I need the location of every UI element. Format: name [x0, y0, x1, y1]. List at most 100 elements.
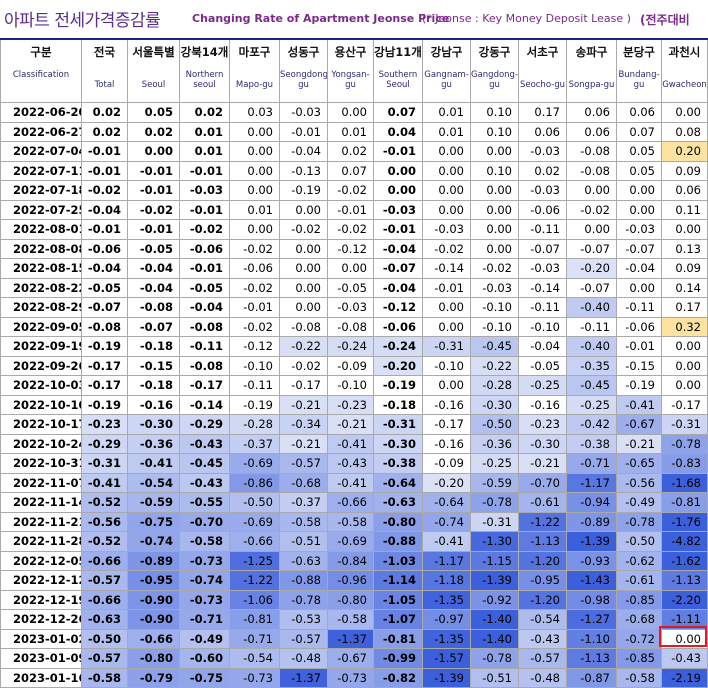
title-bar: 아파트 전세가격증감률 Changing Rate of Apartment J… [0, 0, 708, 36]
rate-cell: -0.74 [422, 511, 471, 532]
rate-cell: -0.01 [81, 141, 128, 162]
rate-cell: -0.08 [81, 316, 128, 337]
table-row: 2022-12-26 -0.63 -0.90 -0.71 -0.81 -0.53 -0.58… [0, 609, 708, 630]
rate-cell: -0.78 [470, 492, 519, 513]
rate-cell: 0.00 [229, 219, 280, 240]
rate-cell: -0.19 [81, 336, 128, 357]
rate-cell: -0.01 [179, 258, 230, 279]
rate-cell: -0.58 [81, 667, 128, 688]
rate-cell: 0.00 [470, 219, 519, 240]
rate-cell: -0.21 [279, 433, 328, 454]
rate-cell: -0.68 [616, 609, 662, 630]
rate-cell: -0.30 [373, 433, 423, 454]
rate-cell: -1.20 [518, 589, 567, 610]
column-header-korean: 전국 [93, 45, 116, 59]
rate-cell: -0.21 [616, 433, 662, 454]
rate-cell: -0.64 [373, 472, 423, 493]
rate-cell: -0.87 [566, 667, 617, 688]
rate-cell: -0.05 [81, 277, 128, 298]
rate-cell: -0.35 [566, 355, 617, 376]
rate-cell: -0.03 [616, 219, 662, 240]
rate-cell: -0.08 [566, 141, 617, 162]
rate-cell: -0.48 [518, 667, 567, 688]
rate-cell: -0.58 [616, 667, 662, 688]
column-header: 서초구 Seocho-gu [518, 38, 567, 103]
rate-cell: -1.27 [566, 609, 617, 630]
rate-cell: 0.00 [616, 199, 662, 220]
rate-cell: -0.95 [127, 570, 180, 591]
rate-cell: -0.02 [566, 199, 617, 220]
rate-cell: -0.72 [616, 628, 662, 649]
rate-cell: 0.00 [373, 180, 423, 201]
column-header-english: Northern seoul [185, 70, 224, 90]
jeonse-rate-table: 구분 Classification 전국 Total 서울특별 Seoul 강북14개 Nor… [0, 38, 708, 688]
column-header: 용산구 Yongsan-gu [327, 38, 374, 103]
rate-cell: -0.14 [518, 277, 567, 298]
rate-cell: -0.49 [179, 628, 230, 649]
rate-cell: 0.00 [470, 238, 519, 259]
rate-cell: -0.02 [279, 219, 328, 240]
rate-cell: -0.48 [279, 648, 328, 669]
rate-cell: -0.90 [127, 609, 180, 630]
table-row: 2022-10-24 -0.29 -0.36 -0.43 -0.37 -0.21 -0.41… [0, 433, 708, 454]
rate-cell: -2.19 [661, 667, 708, 688]
rate-cell: 0.01 [229, 199, 280, 220]
rate-cell: -0.05 [327, 277, 374, 298]
rate-cell: 0.01 [179, 141, 230, 162]
rate-cell: -0.54 [127, 472, 180, 493]
rate-cell: -0.66 [81, 550, 128, 571]
rate-cell: -0.81 [661, 492, 708, 513]
row-date: 2022-11-21 [0, 511, 82, 532]
rate-cell: -0.03 [327, 297, 374, 318]
column-header-korean: 용산구 [334, 45, 367, 59]
rate-cell: -1.14 [373, 570, 423, 591]
table-row: 2022-12-19 -0.66 -0.90 -0.73 -1.06 -0.78 -0.80… [0, 589, 708, 610]
rate-cell: -0.01 [422, 277, 471, 298]
table-row: 2023-01-09 -0.57 -0.80 -0.60 -0.54 -0.48 -0.67… [0, 648, 708, 669]
rate-cell: -0.08 [179, 316, 230, 337]
rate-cell: 0.00 [661, 102, 708, 123]
rate-cell: -0.18 [127, 336, 180, 357]
column-header: 송파구 Songpa-gu [566, 38, 617, 103]
rate-cell: -1.15 [470, 550, 519, 571]
rate-cell: 0.02 [81, 121, 128, 142]
row-date: 2022-10-17 [0, 414, 82, 435]
rate-cell: -0.19 [81, 394, 128, 415]
row-date: 2022-12-26 [0, 609, 82, 630]
rate-cell: 0.00 [422, 141, 471, 162]
column-header-korean: 강북14개 [180, 45, 229, 59]
rate-cell: -0.68 [279, 472, 328, 493]
rate-cell: -0.04 [373, 277, 423, 298]
rate-cell: -0.11 [566, 316, 617, 337]
rate-cell: -0.22 [279, 336, 328, 357]
rate-cell: -0.16 [422, 394, 471, 415]
rate-cell: -0.06 [229, 258, 280, 279]
highlight-box [659, 626, 707, 647]
rate-cell: 0.05 [616, 160, 662, 181]
rate-cell: -0.73 [327, 667, 374, 688]
rate-cell: -0.08 [179, 355, 230, 376]
rate-cell: -0.31 [81, 453, 128, 474]
rate-cell: 0.32 [661, 316, 708, 337]
rate-cell: -0.01 [179, 199, 230, 220]
rate-cell: -0.01 [327, 199, 374, 220]
rate-cell: 0.02 [81, 102, 128, 123]
rate-cell: -0.70 [179, 511, 230, 532]
column-header-korean: 강남구 [430, 45, 463, 59]
rate-cell: -0.07 [566, 238, 617, 259]
rate-cell: -0.16 [127, 394, 180, 415]
rate-cell: -0.02 [229, 238, 280, 259]
column-header-korean: 서초구 [526, 45, 559, 59]
rate-cell: -0.57 [518, 648, 567, 669]
rate-cell: -0.17 [279, 375, 328, 396]
rate-cell: -0.53 [279, 609, 328, 630]
rate-cell: 0.00 [279, 258, 328, 279]
rate-cell: -0.10 [470, 316, 519, 337]
rate-cell: -0.02 [127, 199, 180, 220]
rate-cell: -0.08 [566, 160, 617, 181]
column-header: 과천시 Gwacheon [661, 38, 708, 103]
rate-cell: -0.73 [179, 589, 230, 610]
rate-cell: -1.05 [373, 589, 423, 610]
rate-cell: -0.28 [229, 414, 280, 435]
rate-cell: -0.08 [127, 297, 180, 318]
